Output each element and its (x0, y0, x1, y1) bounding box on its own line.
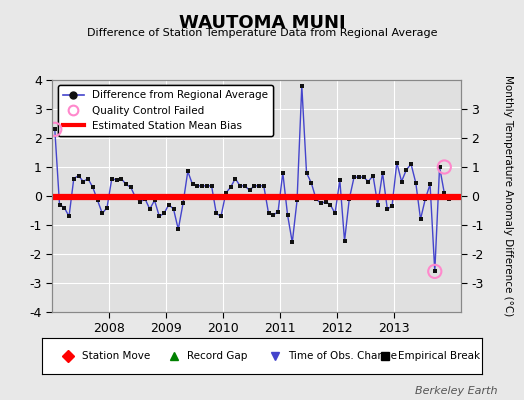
Point (236, 183, 244, 189)
Point (188, 181, 196, 188)
Point (112, 177, 121, 183)
Point (193, 183, 202, 189)
Point (302, 170, 311, 176)
Point (397, 178, 406, 185)
Point (51, 126, 59, 132)
Legend: Difference from Regional Average, Quality Control Failed, Estimated Station Mean: Difference from Regional Average, Qualit… (58, 85, 273, 136)
Text: Record Gap: Record Gap (187, 351, 247, 361)
Point (107, 175, 116, 182)
Point (293, 197, 301, 204)
Point (98, 210, 106, 217)
Point (203, 183, 211, 189)
Point (402, 167, 410, 173)
Point (79, 178, 88, 185)
Point (169, 206, 178, 212)
Point (355, 174, 363, 180)
Point (136, 199, 145, 205)
Point (222, 190, 230, 196)
Point (421, 196, 430, 202)
Text: Berkeley Earth: Berkeley Earth (416, 386, 498, 396)
Point (426, 181, 434, 188)
Point (117, 175, 125, 182)
Point (122, 181, 130, 188)
Point (84, 175, 92, 182)
Point (307, 180, 315, 186)
Point (431, 268, 439, 274)
Point (412, 180, 420, 186)
Point (51, 126, 59, 132)
Point (74, 172, 83, 179)
Point (316, 200, 325, 206)
Point (440, 164, 449, 170)
Point (127, 184, 135, 190)
Point (440, 190, 449, 196)
Text: Difference of Station Temperature Data from Regional Average: Difference of Station Temperature Data f… (87, 28, 437, 38)
Point (298, 83, 306, 89)
Point (392, 160, 401, 166)
Point (146, 206, 154, 212)
Point (93, 197, 102, 204)
Point (245, 187, 254, 193)
Point (374, 202, 382, 208)
Point (283, 212, 292, 218)
Point (407, 161, 415, 167)
Point (359, 174, 368, 180)
Point (198, 183, 206, 189)
Point (150, 197, 159, 204)
Point (241, 183, 249, 189)
Point (250, 183, 258, 189)
Point (326, 202, 334, 208)
Text: Time of Obs. Change: Time of Obs. Change (288, 351, 397, 361)
Point (279, 170, 287, 176)
Point (345, 196, 354, 202)
Point (445, 196, 453, 202)
Point (369, 172, 377, 179)
Point (60, 204, 69, 211)
Point (160, 210, 168, 217)
Point (350, 174, 358, 180)
Point (165, 202, 173, 208)
Point (56, 202, 64, 208)
Point (208, 183, 216, 189)
Text: Station Move: Station Move (82, 351, 150, 361)
Point (65, 213, 73, 220)
Point (226, 184, 235, 190)
Point (179, 200, 187, 206)
Point (269, 212, 278, 218)
Point (312, 196, 320, 202)
Point (70, 175, 78, 182)
Point (265, 210, 273, 217)
Text: WAUTOMA MUNI: WAUTOMA MUNI (179, 14, 345, 32)
Point (321, 199, 330, 205)
Point (331, 210, 339, 217)
Point (378, 170, 387, 176)
Point (336, 177, 344, 183)
Point (231, 175, 239, 182)
Point (212, 210, 221, 217)
Point (141, 196, 149, 202)
Point (103, 204, 111, 211)
Point (155, 213, 163, 220)
Y-axis label: Monthly Temperature Anomaly Difference (°C): Monthly Temperature Anomaly Difference (… (504, 75, 514, 317)
Point (274, 209, 282, 215)
Point (217, 213, 225, 220)
Point (174, 226, 182, 232)
Point (388, 203, 396, 209)
Point (255, 183, 263, 189)
Point (435, 164, 444, 170)
Point (383, 206, 391, 212)
Point (364, 178, 373, 185)
Point (89, 184, 97, 190)
Point (341, 238, 349, 244)
Point (417, 216, 425, 222)
Point (288, 239, 297, 246)
Point (183, 168, 192, 174)
Point (431, 268, 439, 274)
Point (259, 183, 268, 189)
Text: Empirical Break: Empirical Break (398, 351, 481, 361)
Point (132, 194, 140, 201)
